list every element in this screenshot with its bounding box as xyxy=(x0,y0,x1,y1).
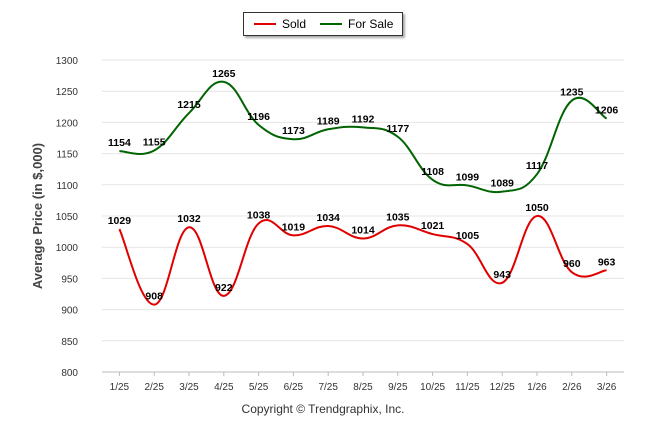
x-tick-label: 10/25 xyxy=(420,382,445,393)
y-tick-label: 800 xyxy=(61,368,78,379)
y-tick-label: 1000 xyxy=(56,243,79,254)
x-tick-label: 2/25 xyxy=(144,382,164,393)
x-tick-label: 11/25 xyxy=(455,382,480,393)
data-label-sold: 963 xyxy=(598,256,616,268)
data-label-sold: 1014 xyxy=(351,224,375,236)
legend-label-for-sale: For Sale xyxy=(348,17,394,31)
x-tick-label: 7/25 xyxy=(318,382,338,393)
data-label-for-sale: 1089 xyxy=(491,178,515,190)
data-label-for-sale: 1265 xyxy=(212,68,236,80)
data-label-sold: 1005 xyxy=(456,230,480,242)
data-label-sold: 1050 xyxy=(525,202,549,214)
series-line-for-sale xyxy=(119,80,608,194)
data-label-for-sale: 1192 xyxy=(352,113,375,125)
x-tick-label: 1/25 xyxy=(110,382,130,393)
y-tick-label: 900 xyxy=(61,306,78,317)
y-axis-title: Average Price (in $,000) xyxy=(30,143,45,289)
y-tick-label: 1250 xyxy=(56,87,79,98)
data-label-sold: 943 xyxy=(493,269,511,281)
data-label-for-sale: 1177 xyxy=(386,123,409,135)
x-tick-label: 3/26 xyxy=(597,382,617,393)
data-label-sold: 908 xyxy=(145,291,163,303)
y-tick-label: 850 xyxy=(61,337,78,348)
data-label-for-sale: 1196 xyxy=(247,111,270,123)
data-label-sold: 1032 xyxy=(177,213,201,225)
x-tick-label: 8/25 xyxy=(353,382,373,393)
data-label-sold: 1021 xyxy=(421,220,445,232)
x-tick-label: 1/26 xyxy=(527,382,547,393)
data-label-for-sale: 1215 xyxy=(177,99,201,111)
data-label-for-sale: 1235 xyxy=(560,87,584,99)
x-tick-label: 6/25 xyxy=(284,382,304,393)
x-tick-label: 9/25 xyxy=(388,382,408,393)
data-label-sold: 1029 xyxy=(108,215,132,227)
data-label-for-sale: 1173 xyxy=(282,125,305,137)
x-tick-label: 4/25 xyxy=(214,382,234,393)
series-line-sold xyxy=(118,215,607,306)
y-tick-label: 1300 xyxy=(56,56,79,67)
legend-item-sold[interactable]: Sold xyxy=(254,17,306,31)
y-tick-label: 950 xyxy=(61,274,78,285)
data-label-sold: 1019 xyxy=(282,221,306,233)
x-tick-label: 12/25 xyxy=(490,382,515,393)
legend-swatch-for-sale xyxy=(320,23,343,25)
data-label-for-sale: 1099 xyxy=(456,171,480,183)
y-tick-label: 1100 xyxy=(56,181,78,192)
y-tick-label: 1050 xyxy=(56,212,79,223)
data-label-sold: 1035 xyxy=(386,211,410,223)
data-label-for-sale: 1154 xyxy=(108,137,131,149)
data-label-for-sale: 1189 xyxy=(317,115,340,127)
y-tick-label: 1200 xyxy=(56,118,79,129)
data-label-sold: 922 xyxy=(215,282,233,294)
data-label-for-sale: 1117 xyxy=(526,160,548,172)
data-label-for-sale: 1108 xyxy=(421,166,444,178)
data-label-sold: 960 xyxy=(563,258,581,270)
legend-item-for-sale[interactable]: For Sale xyxy=(320,17,393,31)
x-tick-label: 2/26 xyxy=(562,382,582,393)
y-tick-label: 1150 xyxy=(56,150,78,161)
x-tick-label: 3/25 xyxy=(179,382,199,393)
data-label-for-sale: 1155 xyxy=(143,136,166,148)
data-label-for-sale: 1206 xyxy=(595,105,619,117)
legend: Sold For Sale xyxy=(243,12,403,36)
data-label-sold: 1034 xyxy=(317,212,341,224)
x-tick-label: 5/25 xyxy=(249,382,269,393)
legend-label-sold: Sold xyxy=(282,17,307,31)
copyright: Copyright © Trendgraphix, Inc. xyxy=(241,402,405,416)
legend-swatch-sold xyxy=(254,23,276,25)
data-label-sold: 1038 xyxy=(247,209,271,221)
